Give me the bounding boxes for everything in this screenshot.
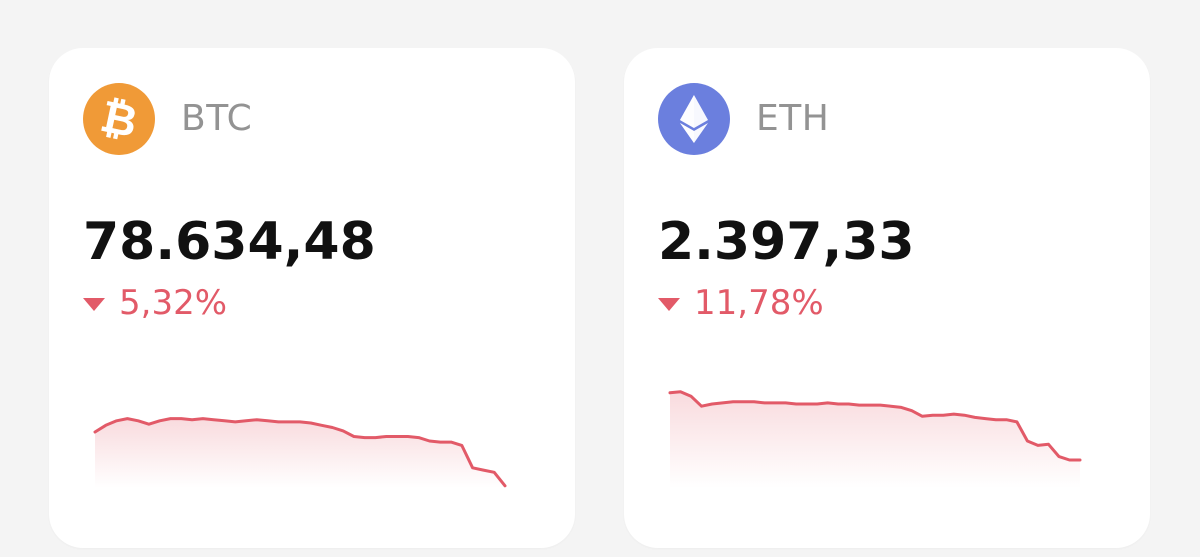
down-triangle-icon bbox=[83, 297, 105, 311]
asset-card-btc[interactable]: ₿ BTC 78.634,48 5,32% bbox=[49, 48, 575, 548]
svg-text:₿: ₿ bbox=[96, 91, 142, 148]
price-sparkline bbox=[668, 390, 1082, 488]
sparkline-area bbox=[95, 418, 505, 488]
sparkline-area bbox=[670, 391, 1080, 488]
asset-card-eth[interactable]: ETH 2.397,33 11,78% bbox=[624, 48, 1150, 548]
bitcoin-icon: ₿ bbox=[83, 83, 155, 155]
asset-symbol: BTC bbox=[181, 98, 253, 139]
price-change-percent: 11,78% bbox=[694, 283, 824, 323]
price-change: 5,32% bbox=[83, 281, 227, 325]
asset-symbol: ETH bbox=[756, 98, 830, 139]
sparkline-line bbox=[93, 417, 507, 488]
price-sparkline bbox=[93, 417, 507, 488]
price-change: 11,78% bbox=[658, 281, 824, 325]
price-change-percent: 5,32% bbox=[119, 283, 228, 323]
sparkline-line bbox=[668, 390, 1082, 462]
ethereum-icon bbox=[658, 83, 730, 155]
asset-price: 2.397,33 bbox=[658, 212, 915, 272]
down-triangle-icon bbox=[658, 297, 680, 311]
asset-price: 78.634,48 bbox=[83, 212, 376, 272]
